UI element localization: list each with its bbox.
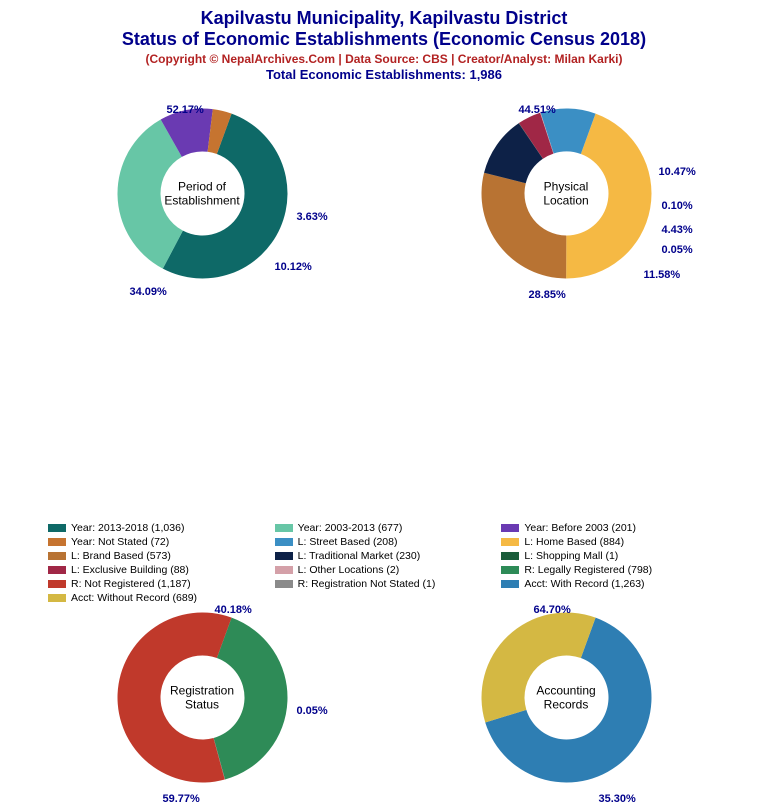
legend-item: Acct: With Record (1,263) <box>501 578 720 590</box>
legend-item: L: Brand Based (573) <box>48 550 267 562</box>
legend-swatch <box>48 580 66 588</box>
legend-label: L: Shopping Mall (1) <box>524 550 618 562</box>
title-line-2: Status of Economic Establishments (Econo… <box>10 29 758 50</box>
pct-label: 40.18% <box>215 604 252 616</box>
chart-center-label: Period ofEstablishment <box>164 179 239 208</box>
title-line-1: Kapilvastu Municipality, Kapilvastu Dist… <box>10 8 758 29</box>
donut-period: Period ofEstablishment52.17%34.09%10.12%… <box>115 106 290 281</box>
chart-center-label: RegistrationStatus <box>170 683 234 712</box>
legend-item: L: Home Based (884) <box>501 536 720 548</box>
legend-swatch <box>48 566 66 574</box>
legend-swatch <box>48 524 66 532</box>
legend-swatch <box>501 552 519 560</box>
legend-swatch <box>275 552 293 560</box>
pct-label: 44.51% <box>519 104 556 116</box>
legend-swatch <box>275 566 293 574</box>
legend-label: R: Not Registered (1,187) <box>71 578 191 590</box>
legend-grid: Year: 2013-2018 (1,036) Year: 2003-2013 (… <box>20 516 748 610</box>
legend-label: Year: 2013-2018 (1,036) <box>71 522 184 534</box>
charts-grid: Period ofEstablishment 52.17% 34.09% 10.12%… <box>0 86 768 610</box>
pct-label: 10.12% <box>275 261 312 273</box>
legend-label: L: Brand Based (573) <box>71 550 171 562</box>
legend-swatch <box>275 538 293 546</box>
legend-item: L: Other Locations (2) <box>275 564 494 576</box>
legend-item: L: Traditional Market (230) <box>275 550 494 562</box>
legend-swatch <box>501 566 519 574</box>
legend-container: Year: 2013-2018 (1,036) Year: 2003-2013 (… <box>20 516 748 610</box>
pct-label: 4.43% <box>662 224 693 236</box>
legend-label: R: Registration Not Stated (1) <box>298 578 436 590</box>
legend-swatch <box>501 538 519 546</box>
chart-center-label: AccountingRecords <box>536 683 595 712</box>
legend-swatch <box>501 524 519 532</box>
legend-swatch <box>275 524 293 532</box>
legend-label: Acct: With Record (1,263) <box>524 578 644 590</box>
pct-label: 52.17% <box>167 104 204 116</box>
chart-registration: RegistrationStatus40.18%0.05%59.77% <box>20 610 384 785</box>
legend-item: R: Not Registered (1,187) <box>48 578 267 590</box>
pct-label: 28.85% <box>529 289 566 301</box>
pct-label: 59.77% <box>163 793 200 805</box>
legend-label: Year: Before 2003 (201) <box>524 522 636 534</box>
legend-item: L: Shopping Mall (1) <box>501 550 720 562</box>
pct-label: 0.05% <box>662 244 693 256</box>
legend-swatch <box>48 594 66 602</box>
pct-label: 0.10% <box>662 200 693 212</box>
chart-period: Period ofEstablishment 52.17% 34.09% 10.12%… <box>20 86 384 301</box>
legend-label: R: Legally Registered (798) <box>524 564 652 576</box>
legend-label: Acct: Without Record (689) <box>71 592 197 604</box>
legend-label: Year: 2003-2013 (677) <box>298 522 403 534</box>
total-line: Total Economic Establishments: 1,986 <box>10 67 758 82</box>
legend-swatch <box>275 580 293 588</box>
attribution-line: (Copyright © NepalArchives.Com | Data So… <box>10 52 758 66</box>
legend-label: L: Street Based (208) <box>298 536 398 548</box>
legend-swatch <box>48 552 66 560</box>
pct-label: 11.58% <box>644 269 681 281</box>
pct-label: 0.05% <box>297 705 328 717</box>
legend-label: L: Other Locations (2) <box>298 564 400 576</box>
legend-label: L: Traditional Market (230) <box>298 550 421 562</box>
donut-registration: RegistrationStatus40.18%0.05%59.77% <box>115 610 290 785</box>
legend-swatch <box>48 538 66 546</box>
legend-item: Year: 2003-2013 (677) <box>275 522 494 534</box>
legend-item: R: Registration Not Stated (1) <box>275 578 494 590</box>
pct-label: 3.63% <box>297 211 328 223</box>
legend-label: L: Exclusive Building (88) <box>71 564 189 576</box>
pct-label: 35.30% <box>599 793 636 805</box>
legend-item: L: Exclusive Building (88) <box>48 564 267 576</box>
pct-label: 64.70% <box>534 604 571 616</box>
chart-center-label: PhysicalLocation <box>543 179 588 208</box>
pct-label: 10.47% <box>659 166 696 178</box>
legend-label: Year: Not Stated (72) <box>71 536 169 548</box>
donut-accounting: AccountingRecords64.70%35.30% <box>479 610 654 785</box>
chart-header: Kapilvastu Municipality, Kapilvastu Dist… <box>0 0 768 86</box>
legend-label: L: Home Based (884) <box>524 536 624 548</box>
pct-label: 34.09% <box>130 286 167 298</box>
legend-item: Acct: Without Record (689) <box>48 592 267 604</box>
legend-item: R: Legally Registered (798) <box>501 564 720 576</box>
donut-location: PhysicalLocation44.51%28.85%11.58%0.05%4… <box>479 106 654 281</box>
legend-swatch <box>501 580 519 588</box>
legend-item: Year: 2013-2018 (1,036) <box>48 522 267 534</box>
chart-location: PhysicalLocation 44.51% 28.85% 11.58% 0.05% 4… <box>384 86 748 301</box>
legend-item: Year: Not Stated (72) <box>48 536 267 548</box>
legend-item: L: Street Based (208) <box>275 536 494 548</box>
legend-item: Year: Before 2003 (201) <box>501 522 720 534</box>
chart-accounting: AccountingRecords64.70%35.30% <box>384 610 748 785</box>
